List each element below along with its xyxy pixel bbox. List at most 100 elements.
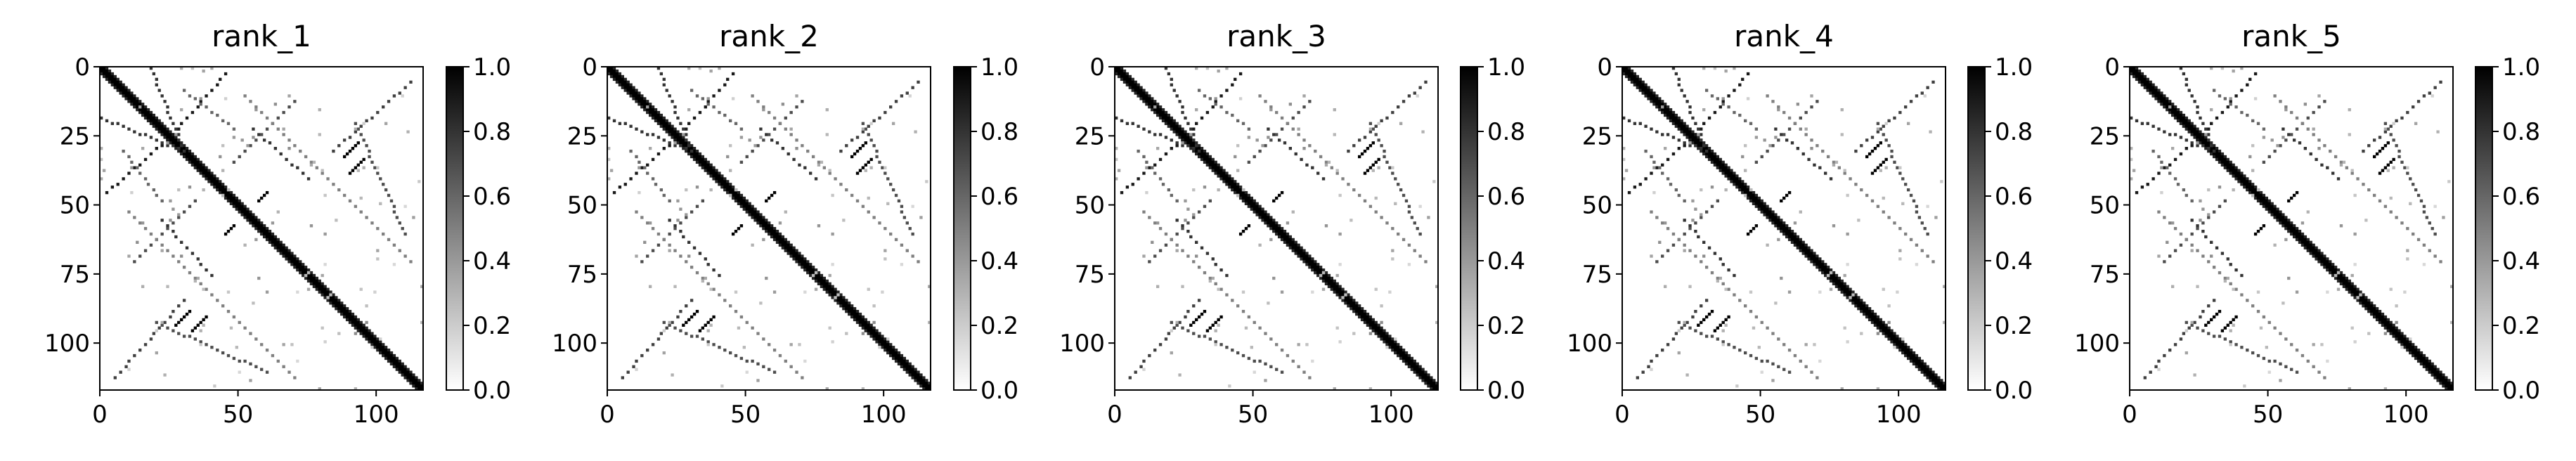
heatmap-cell — [2370, 313, 2373, 316]
heatmap-cell — [2229, 161, 2232, 164]
heatmap-cell — [718, 274, 720, 277]
heatmap-cell — [1844, 285, 1846, 288]
heatmap-cell — [1788, 235, 1791, 238]
heatmap-cell — [679, 221, 682, 224]
heatmap-cell — [892, 346, 895, 349]
heatmap-cell — [2353, 293, 2356, 296]
heatmap-cell — [759, 216, 762, 219]
heatmap-cell — [150, 337, 153, 340]
heatmap-cell — [629, 89, 632, 91]
heatmap-cell — [141, 111, 144, 114]
heatmap-cell — [2337, 277, 2340, 280]
heatmap-cell — [1642, 91, 1645, 94]
heatmap-cell — [643, 105, 646, 108]
heatmap-cell — [1647, 89, 1650, 91]
heatmap-cell — [1217, 324, 1219, 327]
heatmap-cell — [2271, 213, 2274, 216]
heatmap-cell — [2213, 210, 2215, 213]
heatmap-cell — [1231, 349, 1234, 351]
heatmap-cell — [690, 147, 693, 150]
heatmap-cell — [147, 114, 150, 117]
heatmap-cell — [2315, 254, 2317, 257]
heatmap-cell — [2213, 155, 2215, 158]
heatmap-cell — [1804, 249, 1807, 252]
heatmap-cell — [1369, 318, 1372, 321]
heatmap-cell — [216, 349, 219, 351]
heatmap-cell — [687, 108, 690, 111]
heatmap-cell — [390, 357, 393, 360]
heatmap-cell — [773, 128, 776, 131]
heatmap-cell — [2307, 247, 2310, 249]
heatmap-cell — [1209, 158, 1212, 161]
heatmap-cell — [1352, 144, 1355, 147]
heatmap-cell — [668, 219, 671, 221]
heatmap-cell — [1184, 219, 1186, 221]
heatmap-cell — [349, 316, 351, 318]
heatmap-cell — [158, 327, 161, 330]
heatmap-cell — [2445, 379, 2447, 382]
heatmap-cell — [2348, 290, 2351, 293]
heatmap-cell — [2436, 376, 2439, 379]
heatmap-cell — [2254, 194, 2257, 197]
heatmap-cell — [1669, 183, 1672, 186]
heatmap-cell — [1780, 133, 1782, 136]
heatmap-cell — [798, 164, 801, 167]
heatmap-cell — [111, 186, 114, 188]
heatmap-cell — [277, 360, 280, 363]
heatmap-cell — [1380, 335, 1383, 337]
heatmap-cell — [629, 177, 632, 180]
heatmap-cell — [1865, 138, 1868, 141]
heatmap-cell — [1178, 130, 1181, 133]
heatmap-cell — [2147, 89, 2149, 91]
heatmap-cell — [382, 233, 384, 235]
heatmap-cell — [801, 266, 803, 268]
heatmap-cell — [2312, 254, 2315, 257]
heatmap-cell — [1666, 249, 1669, 252]
heatmap-cell — [403, 370, 406, 373]
heatmap-cell — [696, 155, 699, 158]
heatmap-cell — [1898, 346, 1901, 349]
heatmap-cell — [1319, 277, 1322, 280]
heatmap-cell — [875, 337, 878, 340]
heatmap-cell — [1388, 337, 1391, 340]
heatmap-cell — [2412, 351, 2414, 354]
heatmap-cell — [1633, 84, 1636, 86]
heatmap-cell — [1308, 260, 1311, 263]
heatmap-cell — [2196, 133, 2199, 136]
heatmap-cell — [687, 152, 690, 155]
heatmap-cell — [895, 349, 898, 351]
heatmap-cell — [268, 238, 271, 241]
heatmap-cell — [2381, 318, 2384, 321]
heatmap-cell — [219, 188, 221, 191]
heatmap-cell — [376, 249, 379, 252]
heatmap-cell — [150, 119, 153, 122]
heatmap-cell — [1165, 117, 1167, 119]
heatmap-cell — [316, 167, 318, 169]
heatmap-cell — [2403, 335, 2406, 337]
heatmap-cell — [1846, 340, 1849, 343]
y-tick-label: 25 — [567, 122, 597, 150]
heatmap-cell — [2400, 221, 2403, 224]
heatmap-cell — [2290, 111, 2293, 114]
heatmap-cell — [1181, 105, 1184, 108]
heatmap-cell — [354, 205, 357, 208]
heatmap-cell — [696, 205, 699, 208]
heatmap-cell — [376, 111, 379, 114]
heatmap-cell — [1352, 304, 1355, 307]
heatmap-cell — [1681, 122, 1683, 125]
heatmap-cell — [2293, 227, 2296, 230]
heatmap-cell — [412, 384, 415, 387]
heatmap-cell — [862, 128, 865, 131]
heatmap-cell — [2403, 340, 2406, 343]
heatmap-cell — [335, 301, 337, 304]
heatmap-cell — [282, 343, 285, 346]
heatmap-cell — [119, 89, 122, 91]
heatmap-cell — [845, 332, 848, 335]
heatmap-cell — [2284, 219, 2287, 221]
heatmap-cell — [1722, 171, 1725, 174]
heatmap-cell — [1322, 274, 1325, 277]
heatmap-cell — [202, 318, 205, 321]
heatmap-cell — [663, 117, 666, 119]
heatmap-cell — [277, 249, 280, 252]
heatmap-cell — [346, 313, 349, 316]
